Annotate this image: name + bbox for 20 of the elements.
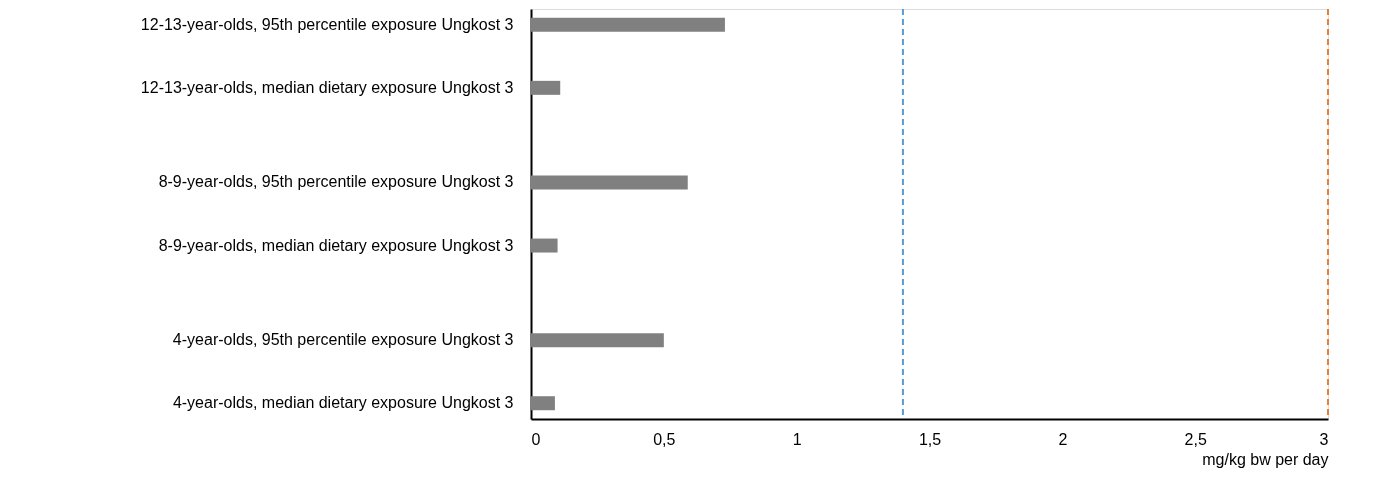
- y-tick-label: 12-13-year-olds, median dietary exposure Ungkost 3: [140, 78, 514, 96]
- x-tick-label: 1,5: [918, 430, 942, 448]
- x-tick-label: 2,5: [1184, 430, 1207, 448]
- y-tick-label: 8-9-year-olds, median dietary exposure Ungkost 3: [158, 236, 514, 254]
- bar: [531, 238, 558, 253]
- x-tick-label: 0: [531, 430, 541, 448]
- x-tick-label: 3: [1319, 430, 1329, 448]
- bar: [531, 396, 555, 411]
- y-tick-label: 12-13-year-olds, 95th percentile exposure Ungkost 3: [140, 15, 514, 33]
- bar: [531, 175, 688, 190]
- y-tick-label: 4-year-olds, median dietary exposure Ungkost 3: [172, 394, 514, 412]
- bar: [531, 17, 725, 32]
- x-axis-title: mg/kg bw per day: [1202, 450, 1329, 468]
- x-tick-label: 0,5: [653, 430, 676, 448]
- y-tick-label: 8-9-year-olds, 95th percentile exposure Ungkost 3: [158, 173, 514, 191]
- bar: [531, 80, 561, 95]
- x-tick-label: 2: [1058, 430, 1068, 448]
- y-tick-label: 4-year-olds, 95th percentile exposure Ungkost 3: [172, 331, 514, 349]
- bar: [531, 333, 664, 348]
- x-tick-label: 1: [792, 430, 802, 448]
